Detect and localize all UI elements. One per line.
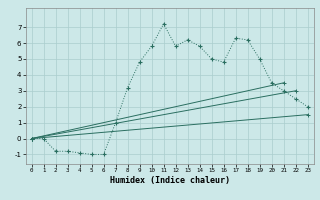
X-axis label: Humidex (Indice chaleur): Humidex (Indice chaleur) bbox=[109, 176, 230, 185]
